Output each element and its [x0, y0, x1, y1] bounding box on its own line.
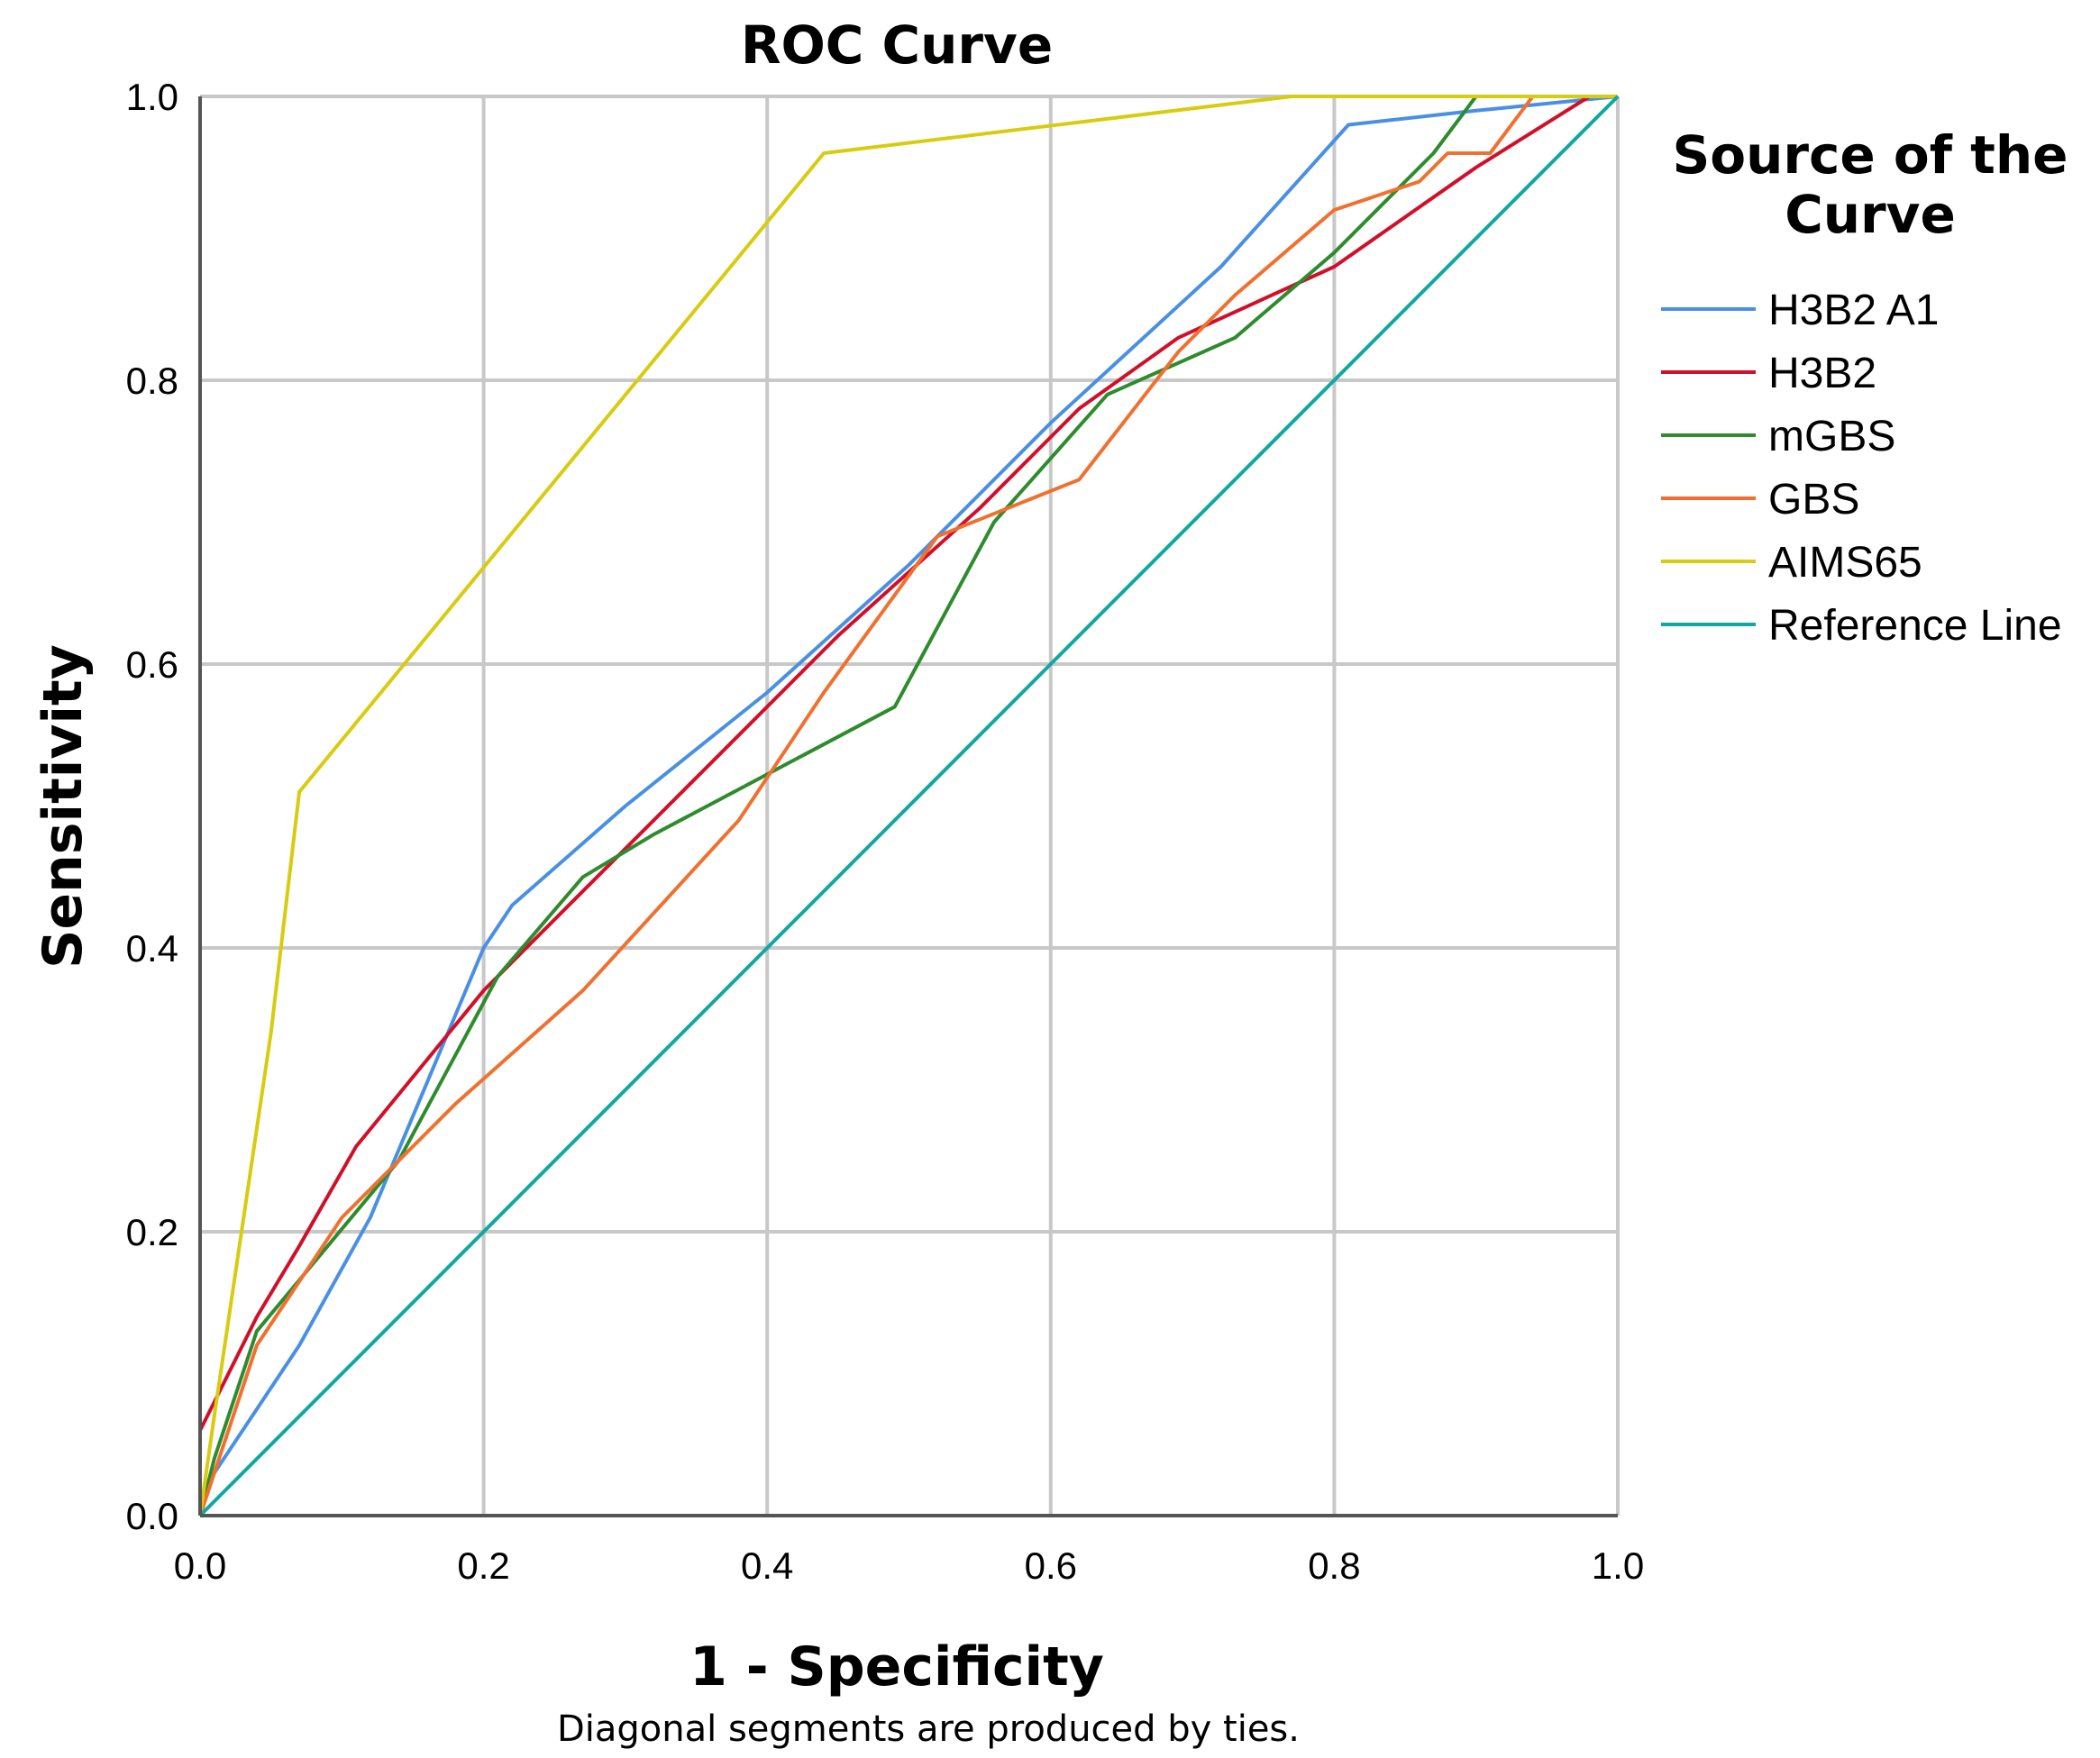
x-tick-labels: 0.0 0.2 0.4 0.6 0.8 1.0: [174, 1544, 1644, 1587]
legend-label-mgbs: mGBS: [1768, 413, 1895, 460]
series-line-mgbs: [198, 95, 1618, 1517]
series-line-reference-line: [198, 95, 1620, 1517]
legend-label-h3b2-a1: H3B2 A1: [1768, 287, 1939, 334]
series-line-h3b2-a1: [198, 95, 1619, 1517]
x-tick-label: 0.6: [1025, 1544, 1077, 1587]
y-axis-label: Sensitivity: [32, 644, 95, 969]
legend: Source of the Curve H3B2 A1 H3B2 mGBS GBS AI…: [1661, 124, 2068, 650]
x-tick-label: 1.0: [1592, 1544, 1644, 1587]
y-tick-label: 0.4: [126, 927, 178, 970]
legend-items: H3B2 A1 H3B2 mGBS GBS AIMS65 Reference Line: [1661, 287, 2062, 650]
y-tick-label: 0.0: [126, 1495, 178, 1537]
y-tick-label: 0.6: [126, 643, 178, 686]
y-tick-label: 1.0: [126, 76, 178, 118]
x-tick-label: 0.8: [1308, 1544, 1360, 1587]
x-tick-label: 0.0: [174, 1544, 226, 1587]
grid: [198, 95, 1620, 1517]
y-tick-label: 0.8: [126, 360, 178, 402]
y-tick-labels: 0.0 0.2 0.4 0.6 0.8 1.0: [126, 76, 178, 1537]
x-tick-label: 0.4: [741, 1544, 793, 1587]
axes: [198, 96, 1618, 1517]
series-lines: [198, 95, 1620, 1517]
series-line-gbs: [198, 95, 1618, 1517]
chart-title: ROC Curve: [741, 14, 1053, 76]
legend-label-h3b2: H3B2: [1768, 350, 1876, 397]
y-tick-label: 0.2: [126, 1211, 178, 1253]
x-axis-label: 1 - Specificity: [689, 1635, 1104, 1699]
legend-title-line-1: Source of the: [1672, 124, 2068, 186]
footnote: Diagonal segments are produced by ties.: [557, 1708, 1300, 1750]
series-line-h3b2: [198, 95, 1618, 1516]
legend-label-gbs: GBS: [1768, 476, 1859, 524]
x-tick-label: 0.2: [457, 1544, 509, 1587]
legend-label-reference-line: Reference Line: [1768, 602, 2062, 650]
legend-title-line-2: Curve: [1785, 184, 1956, 245]
legend-label-aims65: AIMS65: [1768, 539, 1922, 587]
series-line-aims65: [198, 95, 1618, 1517]
